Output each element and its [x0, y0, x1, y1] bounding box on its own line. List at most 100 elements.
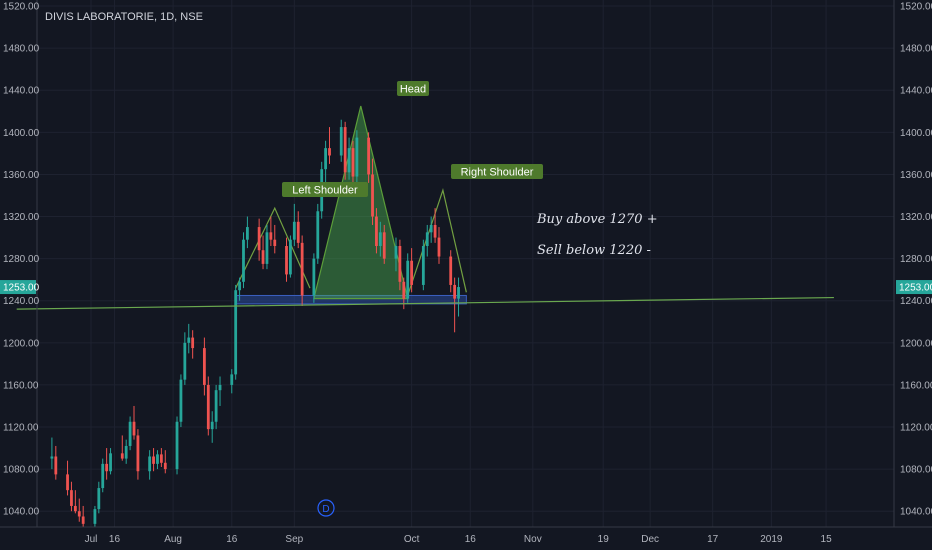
candle — [97, 481, 101, 514]
candle-body — [210, 421, 214, 430]
candle — [246, 216, 249, 249]
head-label-bg — [397, 81, 429, 96]
candle — [421, 239, 425, 291]
candle — [214, 384, 218, 430]
last-price-badge-left-text: 1253.00 — [3, 283, 40, 294]
candle — [179, 374, 183, 428]
candle — [128, 416, 132, 451]
candle — [457, 277, 460, 317]
x-tick-label: 16 — [109, 534, 121, 545]
buy-note: Buy above 1270 + — [536, 212, 658, 227]
left-shoulder-label-bg — [282, 182, 368, 197]
candle-body — [187, 337, 191, 343]
right-shoulder-label-text: Right Shoulder — [461, 167, 534, 179]
x-tick-label: Sep — [285, 534, 303, 545]
candle — [453, 277, 457, 333]
candle-body — [183, 342, 187, 380]
candle-body — [410, 260, 414, 285]
candle — [163, 450, 167, 474]
candle-body — [238, 281, 241, 291]
candle-body — [159, 454, 163, 463]
y-tick-label-right: 1320.00 — [900, 212, 932, 223]
left-shoulder-line — [235, 206, 311, 289]
neckline — [16, 296, 834, 310]
candle — [296, 211, 300, 249]
candle-body — [375, 216, 378, 247]
candle-body — [105, 463, 109, 472]
candle — [406, 253, 410, 303]
candle — [261, 235, 265, 270]
candle-body — [66, 474, 69, 491]
candle-body — [347, 148, 351, 173]
candle — [402, 277, 406, 310]
x-tick-label: 15 — [821, 534, 833, 545]
candle-body — [449, 256, 453, 285]
sell-note: Sell below 1220 - — [537, 243, 651, 258]
x-tick-label: Oct — [404, 534, 420, 545]
head-label: Head — [397, 81, 429, 96]
head-triangle — [313, 105, 409, 300]
candle-body — [285, 246, 288, 275]
y-tick-label-right: 1240.00 — [900, 296, 932, 307]
left-shoulder-label: Left Shoulder — [282, 182, 368, 197]
x-tick-label: 19 — [598, 534, 610, 545]
last-price-badge-right-text: 1253.00 — [899, 283, 932, 294]
candle — [437, 227, 441, 264]
x-tick-label: 16 — [465, 534, 477, 545]
y-tick-label-right: 1400.00 — [900, 128, 932, 139]
candle-body — [54, 456, 58, 475]
candle-body — [316, 211, 320, 259]
candle — [394, 237, 398, 272]
candle-body — [50, 456, 54, 459]
candle — [449, 250, 453, 293]
y-tick-label-right: 1040.00 — [900, 507, 932, 518]
y-tick-label-right: 1480.00 — [900, 44, 932, 55]
candle-body — [132, 421, 136, 436]
candle — [269, 216, 273, 247]
candle — [105, 448, 109, 480]
candle — [54, 445, 58, 480]
candle — [382, 224, 386, 264]
candle — [355, 130, 359, 183]
grid — [37, 0, 894, 527]
candle-body — [343, 127, 347, 173]
y-tick-label-left: 1280.00 — [3, 254, 40, 265]
x-tick-label: Jul — [85, 534, 98, 545]
candle-body — [289, 239, 292, 275]
candle-body — [218, 384, 222, 391]
candle — [156, 450, 159, 470]
candle-body — [324, 148, 327, 170]
y-tick-label-right: 1160.00 — [900, 380, 932, 391]
candle-body — [457, 287, 460, 299]
candle-body — [437, 237, 441, 257]
dividend-marker[interactable]: D — [317, 499, 335, 517]
candle-body — [202, 348, 206, 385]
candle-body — [339, 127, 343, 156]
candle-body — [292, 221, 296, 240]
annotation-layer — [235, 105, 467, 305]
candle — [191, 330, 195, 359]
candle — [324, 140, 327, 183]
y-tick-label-right: 1120.00 — [900, 423, 932, 434]
x-tick-label: Dec — [641, 534, 659, 545]
candle-body — [433, 224, 437, 238]
candle-body — [394, 246, 398, 259]
dividend-marker-circle — [317, 499, 335, 517]
y-tick-label-left: 1360.00 — [3, 170, 40, 181]
y-tick-label-right: 1200.00 — [900, 338, 932, 349]
candle — [375, 208, 378, 254]
candle-body — [124, 445, 128, 459]
right-shoulder-label: Right Shoulder — [451, 164, 543, 179]
candle-body — [453, 284, 457, 299]
candle — [73, 490, 77, 514]
candle-body — [246, 227, 249, 240]
candle — [77, 498, 81, 522]
last-price-badge-left-bg — [0, 280, 36, 295]
candle — [148, 450, 152, 480]
candle — [124, 439, 128, 464]
candle-body — [425, 232, 429, 247]
candle — [81, 505, 85, 527]
